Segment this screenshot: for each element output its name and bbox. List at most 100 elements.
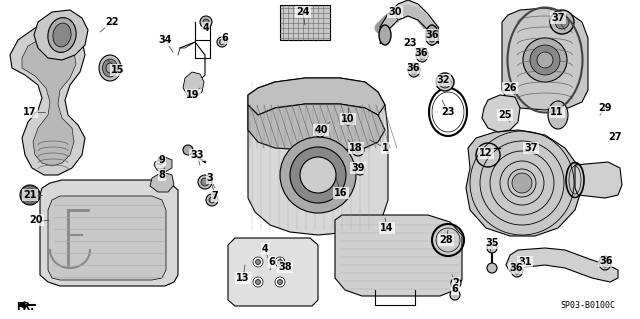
Circle shape xyxy=(355,147,361,153)
Polygon shape xyxy=(248,104,385,150)
Text: 40: 40 xyxy=(314,125,328,135)
Text: 4: 4 xyxy=(203,23,209,33)
Text: 21: 21 xyxy=(23,190,36,200)
Text: 17: 17 xyxy=(23,107,36,117)
Text: 9: 9 xyxy=(159,155,165,165)
Text: 25: 25 xyxy=(499,110,512,120)
Ellipse shape xyxy=(408,63,420,77)
Text: 28: 28 xyxy=(439,235,453,245)
Circle shape xyxy=(450,290,460,300)
Circle shape xyxy=(253,257,263,267)
Ellipse shape xyxy=(102,59,118,77)
Circle shape xyxy=(198,175,212,189)
Text: 19: 19 xyxy=(186,90,200,100)
Circle shape xyxy=(209,197,215,203)
Ellipse shape xyxy=(426,25,438,45)
Polygon shape xyxy=(150,172,174,192)
Polygon shape xyxy=(40,180,178,286)
Ellipse shape xyxy=(379,25,391,45)
Polygon shape xyxy=(183,72,204,98)
Text: 37: 37 xyxy=(551,13,564,23)
Ellipse shape xyxy=(416,48,428,62)
Circle shape xyxy=(343,115,353,125)
Ellipse shape xyxy=(439,76,451,88)
Circle shape xyxy=(217,37,227,47)
Circle shape xyxy=(25,190,35,200)
Polygon shape xyxy=(48,196,166,280)
Polygon shape xyxy=(154,157,172,172)
Text: 27: 27 xyxy=(608,132,621,142)
Polygon shape xyxy=(466,130,582,236)
Text: 34: 34 xyxy=(158,35,172,45)
Circle shape xyxy=(315,127,325,137)
Circle shape xyxy=(352,144,364,156)
Bar xyxy=(280,5,330,40)
Circle shape xyxy=(555,15,569,29)
Ellipse shape xyxy=(436,73,454,91)
Circle shape xyxy=(280,137,356,213)
Circle shape xyxy=(255,279,260,285)
Text: 6: 6 xyxy=(269,257,275,267)
Polygon shape xyxy=(34,10,88,60)
Circle shape xyxy=(203,19,209,25)
Circle shape xyxy=(487,243,497,253)
Text: 33: 33 xyxy=(190,150,204,160)
Text: 23: 23 xyxy=(403,38,417,48)
Ellipse shape xyxy=(548,101,568,129)
Text: 36: 36 xyxy=(414,48,428,58)
Ellipse shape xyxy=(411,66,417,74)
Text: 20: 20 xyxy=(29,215,43,225)
Text: 12: 12 xyxy=(479,148,493,158)
Circle shape xyxy=(206,194,218,206)
Text: 3: 3 xyxy=(207,173,213,183)
Ellipse shape xyxy=(419,51,425,59)
Polygon shape xyxy=(335,215,462,296)
Polygon shape xyxy=(10,24,85,175)
Text: 7: 7 xyxy=(212,191,218,201)
Polygon shape xyxy=(575,162,622,198)
Circle shape xyxy=(290,147,346,203)
Text: 31: 31 xyxy=(518,257,532,267)
Polygon shape xyxy=(248,78,385,115)
Text: 36: 36 xyxy=(406,63,420,73)
Text: 36: 36 xyxy=(425,30,439,40)
Text: 30: 30 xyxy=(388,7,402,17)
Text: 5: 5 xyxy=(157,157,163,167)
Text: 11: 11 xyxy=(550,107,564,117)
Circle shape xyxy=(523,38,567,82)
Circle shape xyxy=(317,130,323,135)
Circle shape xyxy=(346,117,351,122)
Circle shape xyxy=(255,259,260,264)
Text: 39: 39 xyxy=(351,163,365,173)
Text: 36: 36 xyxy=(509,263,523,273)
Polygon shape xyxy=(22,36,76,166)
Ellipse shape xyxy=(599,256,611,270)
Text: 32: 32 xyxy=(436,75,450,85)
Text: 6: 6 xyxy=(452,284,458,294)
Text: 4: 4 xyxy=(262,244,268,254)
Circle shape xyxy=(220,40,225,44)
Text: 15: 15 xyxy=(111,65,125,75)
Polygon shape xyxy=(482,95,520,132)
Ellipse shape xyxy=(602,259,608,267)
Circle shape xyxy=(355,165,365,175)
Text: 26: 26 xyxy=(503,83,516,93)
Ellipse shape xyxy=(48,18,76,52)
Text: 8: 8 xyxy=(159,170,165,180)
Circle shape xyxy=(275,277,285,287)
Text: 23: 23 xyxy=(441,107,455,117)
Text: 18: 18 xyxy=(349,143,363,153)
Text: 37: 37 xyxy=(524,143,538,153)
Circle shape xyxy=(487,263,497,273)
Text: 1: 1 xyxy=(381,143,388,153)
Circle shape xyxy=(550,10,574,34)
Text: 29: 29 xyxy=(598,103,612,113)
Circle shape xyxy=(20,185,40,205)
Polygon shape xyxy=(506,248,618,282)
Circle shape xyxy=(200,16,212,28)
Circle shape xyxy=(201,178,209,186)
Text: SP03-B0100C: SP03-B0100C xyxy=(560,301,615,310)
Text: 22: 22 xyxy=(105,17,119,27)
Ellipse shape xyxy=(511,263,523,277)
Ellipse shape xyxy=(106,63,114,73)
